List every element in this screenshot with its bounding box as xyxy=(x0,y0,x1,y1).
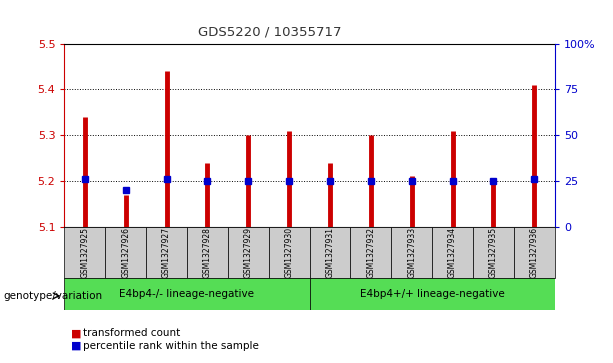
Text: percentile rank within the sample: percentile rank within the sample xyxy=(83,340,259,351)
Text: E4bp4+/+ lineage-negative: E4bp4+/+ lineage-negative xyxy=(360,289,504,299)
Text: GSM1327925: GSM1327925 xyxy=(80,227,89,278)
Text: GSM1327936: GSM1327936 xyxy=(530,227,539,278)
Bar xyxy=(432,227,473,278)
Text: ■: ■ xyxy=(70,340,81,351)
Text: GSM1327934: GSM1327934 xyxy=(448,227,457,278)
Bar xyxy=(351,227,391,278)
Text: GSM1327933: GSM1327933 xyxy=(407,227,416,278)
Bar xyxy=(64,227,105,278)
Text: GSM1327926: GSM1327926 xyxy=(121,227,130,278)
Text: GSM1327927: GSM1327927 xyxy=(162,227,171,278)
Bar xyxy=(105,227,146,278)
Text: GDS5220 / 10355717: GDS5220 / 10355717 xyxy=(198,25,341,38)
Bar xyxy=(187,227,228,278)
Bar xyxy=(514,227,555,278)
Bar xyxy=(228,227,268,278)
Text: GSM1327930: GSM1327930 xyxy=(284,227,294,278)
Bar xyxy=(310,278,555,310)
Text: genotype/variation: genotype/variation xyxy=(3,291,102,301)
Bar xyxy=(310,227,351,278)
Bar xyxy=(473,227,514,278)
Bar xyxy=(391,227,432,278)
Text: GSM1327935: GSM1327935 xyxy=(489,227,498,278)
Text: E4bp4-/- lineage-negative: E4bp4-/- lineage-negative xyxy=(120,289,254,299)
Text: GSM1327932: GSM1327932 xyxy=(367,227,375,278)
Text: GSM1327929: GSM1327929 xyxy=(244,227,253,278)
Bar xyxy=(268,227,310,278)
Bar xyxy=(64,278,310,310)
Text: ■: ■ xyxy=(70,328,81,338)
Bar xyxy=(146,227,187,278)
Text: transformed count: transformed count xyxy=(83,328,180,338)
Text: GSM1327928: GSM1327928 xyxy=(203,227,212,278)
Text: GSM1327931: GSM1327931 xyxy=(326,227,335,278)
